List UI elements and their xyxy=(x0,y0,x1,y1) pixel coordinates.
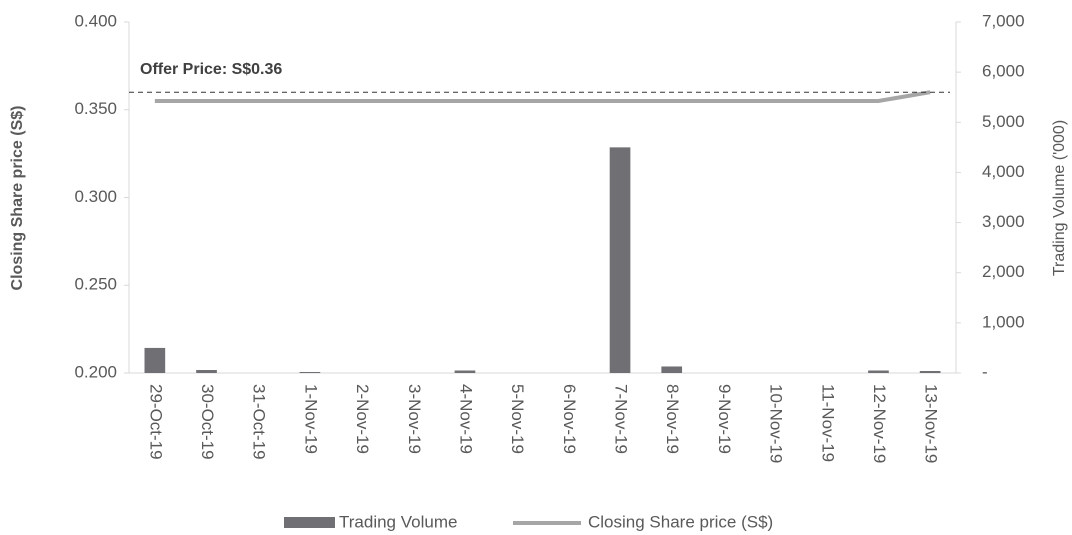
bar xyxy=(454,370,476,373)
x-tick-label: 8-Nov-19 xyxy=(663,384,682,454)
x-tick-label: 31-Oct-19 xyxy=(250,384,269,460)
y-tick-label: 0.400 xyxy=(74,11,117,30)
x-tick-label: 10-Nov-19 xyxy=(767,384,786,463)
x-tick-label: 5-Nov-19 xyxy=(508,384,527,454)
x-tick-label: 30-Oct-19 xyxy=(198,384,217,460)
x-tick-label: 29-Oct-19 xyxy=(146,384,165,460)
y2-tick-label: 6,000 xyxy=(982,62,1025,81)
bar xyxy=(609,147,631,373)
legend-label: Closing Share price (S$) xyxy=(588,512,773,531)
y2-tick-label: 3,000 xyxy=(982,212,1025,231)
x-tick-label: 7-Nov-19 xyxy=(612,384,631,454)
x-tick-label: 3-Nov-19 xyxy=(405,384,424,454)
bar xyxy=(144,347,166,373)
bar xyxy=(868,370,889,373)
x-tick-label: 1-Nov-19 xyxy=(301,384,320,454)
bar xyxy=(299,371,321,373)
y-tick-label: 0.250 xyxy=(74,275,117,294)
x-tick-label: 9-Nov-19 xyxy=(715,384,734,454)
y2-axis-label: Trading Volume ('000) xyxy=(1051,120,1068,276)
bar xyxy=(196,369,217,373)
y-tick-label: 0.300 xyxy=(74,187,117,206)
y2-tick-label: 5,000 xyxy=(982,112,1025,131)
price-line xyxy=(154,90,931,103)
offer-label: Offer Price: S$0.36 xyxy=(140,61,282,78)
y-tick-label: 0.200 xyxy=(74,362,117,381)
y-tick-label: 0.350 xyxy=(74,99,117,118)
y2-tick-label: 1,000 xyxy=(982,312,1025,331)
x-tick-label: 11-Nov-19 xyxy=(818,384,837,462)
x-tick-label: 12-Nov-19 xyxy=(870,384,889,463)
bar xyxy=(661,366,683,373)
y2-tick-label: - xyxy=(982,362,988,381)
y2-tick-label: 2,000 xyxy=(982,262,1025,281)
x-tick-label: 2-Nov-19 xyxy=(353,384,372,454)
y2-tick-label: 4,000 xyxy=(982,162,1025,181)
x-tick-label: 13-Nov-19 xyxy=(922,384,941,463)
legend-swatch xyxy=(284,517,335,528)
x-tick-label: 4-Nov-19 xyxy=(456,384,475,454)
y2-tick-label: 7,000 xyxy=(982,11,1025,30)
y-axis-label: Closing Share price (S$) xyxy=(9,106,26,291)
legend-label: Trading Volume xyxy=(339,512,457,531)
x-tick-label: 6-Nov-19 xyxy=(560,384,579,454)
bar xyxy=(919,370,941,373)
